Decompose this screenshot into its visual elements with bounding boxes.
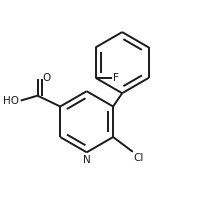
- Text: Cl: Cl: [133, 153, 143, 163]
- Text: HO: HO: [3, 96, 19, 106]
- Text: N: N: [82, 155, 90, 165]
- Text: O: O: [42, 73, 50, 83]
- Text: F: F: [113, 73, 119, 83]
